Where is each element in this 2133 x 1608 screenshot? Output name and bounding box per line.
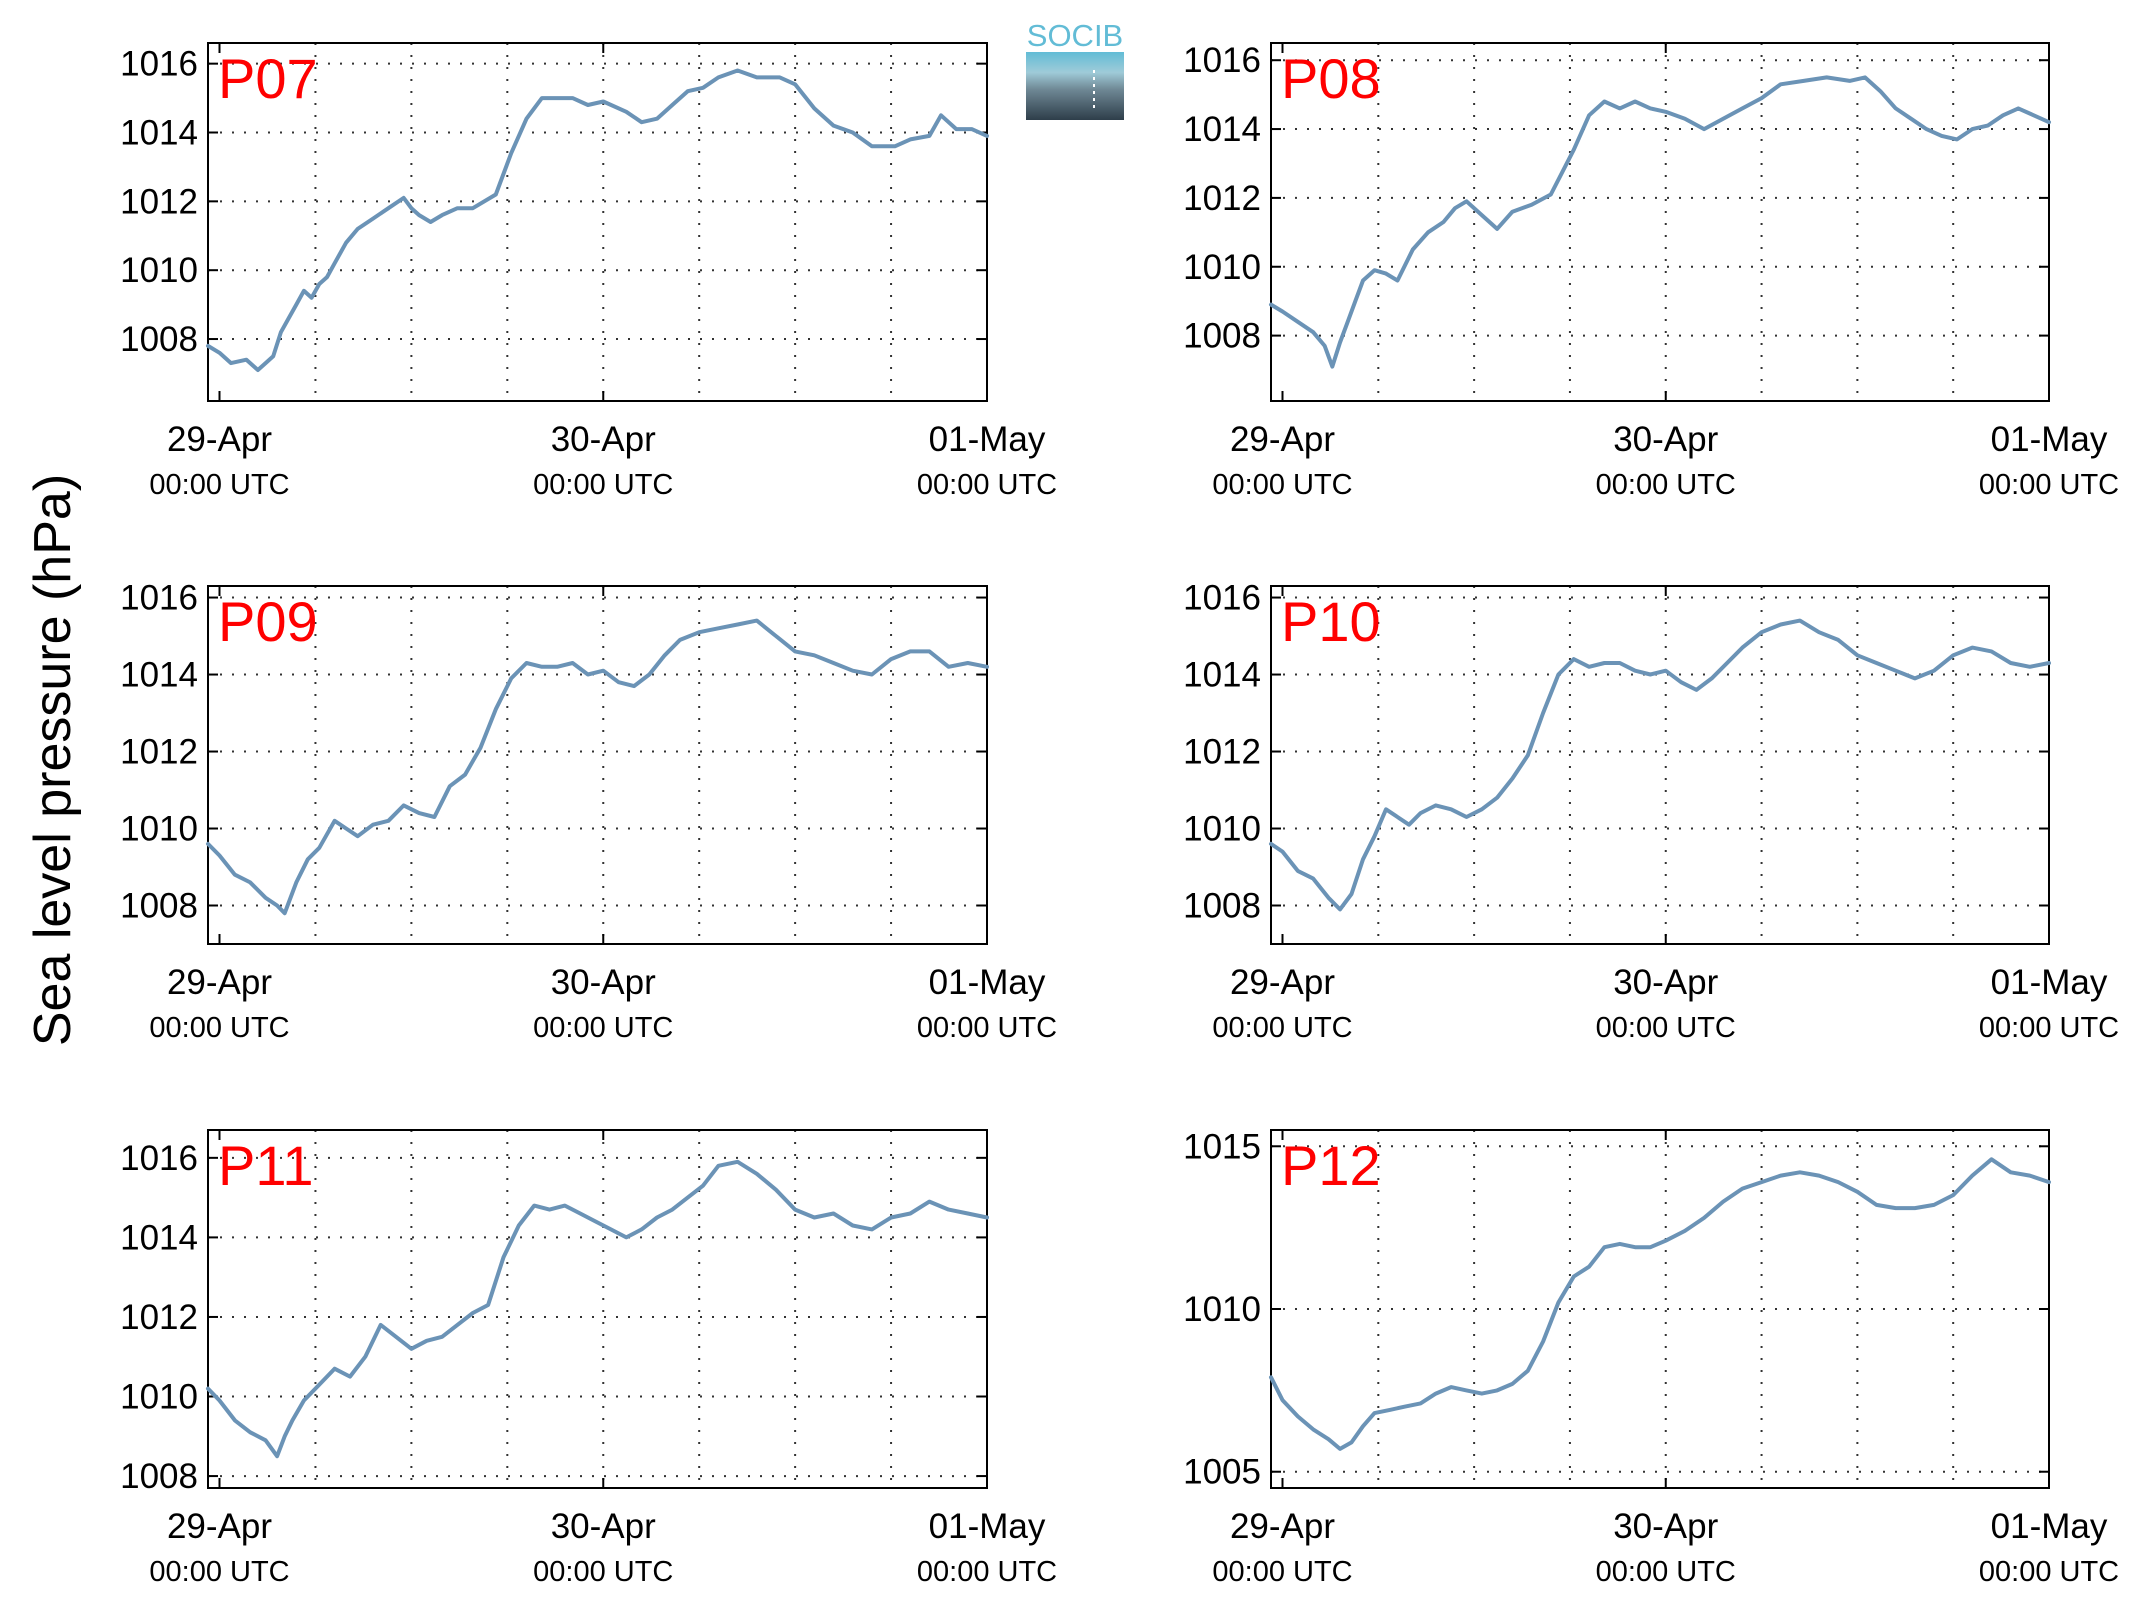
series-line-p10 [1269,618,2051,912]
y-tick-label: 1014 [120,656,198,695]
x-tick-time: 00:00 UTC [917,1556,1057,1588]
y-tick-label: 1016 [120,1139,198,1178]
x-tick-date: 29-Apr [167,963,272,1002]
x-tick-date: 29-Apr [1230,1507,1335,1546]
series-line-p09 [206,618,989,916]
x-tick-date: 30-Apr [551,1507,656,1546]
y-tick-label: 1012 [1183,179,1261,218]
x-tick-date: 01-May [1991,963,2108,1002]
y-tick-label: 1008 [120,887,198,926]
x-tick-date: 29-Apr [1230,963,1335,1002]
x-tick-date: 01-May [1991,420,2108,459]
series-line-p12 [1269,1157,2051,1451]
panel-p10: 1008 1010 1012 1014 1016 29-Apr 00:00 UTC 30-Ap… [1183,579,2119,1044]
station-label-p10: P10 [1281,590,1381,653]
x-tick-date: 30-Apr [551,963,656,1002]
x-tick-time: 00:00 UTC [917,469,1057,501]
y-tick-label: 1008 [120,320,198,359]
y-tick-label: 1012 [120,1298,198,1337]
series-line-p07 [206,68,989,372]
series-line-p11 [206,1159,989,1459]
x-tick-date: 01-May [929,420,1046,459]
panel-p12: 1005 1010 1015 29-Apr 00:00 UTC 30-Apr 00:00 U… [1183,1127,2119,1588]
axes-frame [207,42,988,402]
panel-p07: 1008 1010 1012 1014 1016 29-Apr 00:00 UTC 30-Ap… [120,42,1057,501]
panel-p09: 1008 1010 1012 1014 1016 29-Apr 00:00 UTC 30-Ap… [120,579,1057,1044]
x-tick-date: 30-Apr [1613,420,1718,459]
y-tick-label: 1014 [1183,110,1261,149]
x-tick-time: 00:00 UTC [1979,1012,2119,1044]
x-tick-date: 01-May [929,1507,1046,1546]
y-tick-label: 1012 [120,733,198,772]
x-tick-time: 00:00 UTC [1212,469,1352,501]
axes-frame [207,585,988,945]
axes-frame [1270,42,2050,402]
x-tick-time: 00:00 UTC [149,1556,289,1588]
y-tick-label: 1016 [1183,579,1261,618]
x-tick-time: 00:00 UTC [1596,1012,1736,1044]
y-tick-label: 1005 [1183,1453,1261,1492]
x-tick-time: 00:00 UTC [1596,1556,1736,1588]
logo-box [1026,52,1124,120]
x-tick-time: 00:00 UTC [533,1556,673,1588]
logo-text: SOCIB [1027,18,1123,53]
station-label-p07: P07 [218,47,318,110]
y-axis-label: Sea level pressure (hPa) [24,474,82,1046]
x-tick-time: 00:00 UTC [1979,469,2119,501]
x-tick-date: 01-May [1991,1507,2108,1546]
x-tick-time: 00:00 UTC [917,1012,1057,1044]
station-label-p12: P12 [1281,1134,1381,1197]
x-tick-time: 00:00 UTC [533,1012,673,1044]
y-tick-label: 1015 [1183,1127,1261,1166]
x-tick-date: 29-Apr [1230,420,1335,459]
y-tick-label: 1014 [120,1218,198,1257]
station-label-p09: P09 [218,590,318,653]
x-tick-time: 00:00 UTC [533,469,673,501]
panel-p11: 1008 1010 1012 1014 1016 29-Apr 00:00 UTC 30-Ap… [120,1129,1057,1588]
y-tick-label: 1010 [1183,1290,1261,1329]
y-tick-label: 1012 [120,182,198,221]
x-tick-date: 30-Apr [1613,1507,1718,1546]
x-tick-date: 29-Apr [167,420,272,459]
y-tick-label: 1010 [1183,248,1261,287]
y-tick-label: 1010 [120,810,198,849]
series-line-p08 [1269,75,2051,369]
x-tick-date: 30-Apr [1613,963,1718,1002]
y-tick-label: 1014 [120,114,198,153]
panel-p08: 1008 1010 1012 1014 1016 29-Apr 00:00 UTC 30-Ap… [1183,41,2119,501]
station-label-p11: P11 [218,1134,313,1197]
y-tick-label: 1008 [1183,317,1261,356]
x-tick-time: 00:00 UTC [1596,469,1736,501]
station-label-p08: P08 [1281,47,1381,110]
socib-logo: SOCIB [1026,18,1124,120]
x-tick-date: 29-Apr [167,1507,272,1546]
x-tick-time: 00:00 UTC [149,469,289,501]
x-tick-date: 01-May [929,963,1046,1002]
y-tick-label: 1010 [1183,810,1261,849]
y-tick-label: 1014 [1183,656,1261,695]
x-tick-time: 00:00 UTC [1212,1012,1352,1044]
y-tick-label: 1008 [120,1457,198,1496]
y-tick-label: 1008 [1183,887,1261,926]
y-tick-label: 1016 [1183,41,1261,80]
y-tick-label: 1016 [120,579,198,618]
y-tick-label: 1010 [120,251,198,290]
x-tick-time: 00:00 UTC [149,1012,289,1044]
x-tick-time: 00:00 UTC [1212,1556,1352,1588]
y-tick-label: 1012 [1183,733,1261,772]
axes-frame [1270,585,2050,945]
x-tick-time: 00:00 UTC [1979,1556,2119,1588]
y-tick-label: 1016 [120,45,198,84]
y-tick-label: 1010 [120,1378,198,1417]
axes-frame [207,1129,988,1489]
x-tick-date: 30-Apr [551,420,656,459]
